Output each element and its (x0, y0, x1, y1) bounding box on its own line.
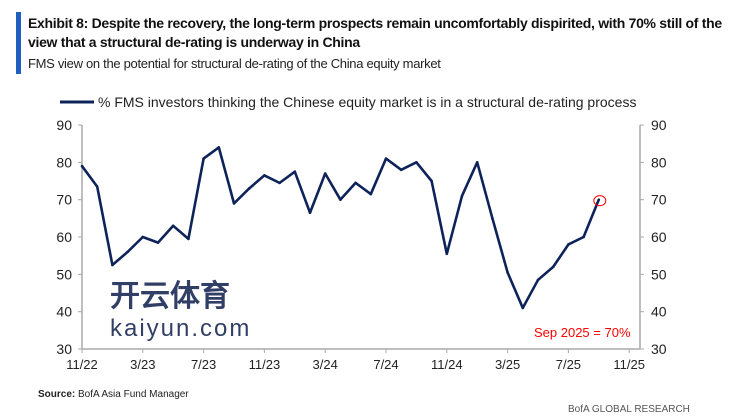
watermark-logo-text: 开云体育 (110, 280, 230, 313)
x-tick-label: 11/24 (431, 357, 463, 372)
x-tick-label: 7/23 (191, 357, 216, 372)
x-tick-label: 11/25 (613, 357, 645, 372)
x-tick-label: 11/22 (66, 357, 98, 372)
data-point (278, 181, 281, 185)
x-tick-label: 7/25 (556, 357, 581, 372)
data-point (247, 187, 251, 190)
source-text: BofA Asia Fund Manager (78, 389, 189, 400)
annotation-label: Sep 2025 = 70% (534, 325, 631, 340)
data-point (126, 250, 129, 254)
data-point (551, 265, 555, 269)
data-point (445, 252, 449, 256)
highlight-circle (593, 195, 607, 207)
data-point (339, 198, 342, 201)
data-point (399, 168, 403, 172)
chart-subtitle: FMS view on the potential for structural… (28, 56, 441, 71)
y-tick-label-left: 60 (56, 229, 72, 245)
data-point (460, 194, 464, 198)
y-tick-label-right: 60 (651, 229, 667, 245)
data-point (111, 263, 114, 267)
x-tick-label: 11/23 (249, 357, 281, 372)
data-point (369, 192, 373, 196)
y-tick-label-right: 90 (651, 117, 667, 133)
data-point (232, 202, 236, 205)
watermark-logo-url: kaiyun.com (110, 315, 252, 342)
y-tick-label-left: 40 (56, 304, 72, 320)
data-point (263, 174, 266, 177)
y-tick-label-left: 90 (56, 117, 72, 133)
source-label: Source: (38, 389, 76, 400)
data-point (521, 306, 525, 310)
data-point (156, 241, 160, 244)
x-tick-label: 7/24 (373, 357, 398, 372)
title-accent-bar (16, 12, 21, 74)
source-note: Source: BofA Asia Fund Manager (38, 389, 189, 400)
y-tick-label-left: 30 (56, 341, 72, 357)
y-tick-label-right: 50 (651, 266, 667, 282)
data-point (217, 146, 221, 149)
data-point (415, 161, 418, 164)
data-point (171, 224, 175, 228)
data-point (141, 235, 145, 239)
brand-footer: BofA GLOBAL RESEARCH (568, 404, 690, 415)
data-point (354, 181, 357, 185)
data-point (506, 271, 509, 274)
data-point (430, 179, 433, 183)
data-point (567, 243, 570, 246)
y-tick-label-right: 40 (651, 304, 667, 320)
data-point (308, 211, 312, 215)
data-point (323, 172, 327, 175)
data-point (597, 198, 601, 201)
y-tick-label-right: 70 (651, 192, 667, 208)
y-tick-label-left: 80 (56, 154, 72, 170)
chart-title: Exhibit 8: Despite the recovery, the lon… (28, 15, 722, 50)
x-tick-label: 3/25 (495, 357, 520, 372)
data-point (293, 170, 297, 173)
x-tick-label: 3/23 (130, 357, 155, 372)
data-point (187, 237, 190, 241)
data-point (536, 278, 540, 282)
data-point (491, 217, 494, 220)
legend-label: % FMS investors thinking the Chinese equ… (98, 94, 636, 110)
data-point (475, 161, 479, 164)
y-tick-label-left: 70 (56, 192, 72, 208)
y-tick-label-right: 80 (651, 154, 667, 170)
x-tick-label: 3/24 (313, 357, 338, 372)
y-tick-label-left: 50 (56, 266, 72, 282)
data-point (384, 157, 388, 160)
data-point (95, 185, 99, 188)
y-tick-label-right: 30 (651, 341, 667, 357)
data-point (202, 157, 205, 160)
data-point (582, 235, 585, 239)
data-point (80, 164, 84, 168)
